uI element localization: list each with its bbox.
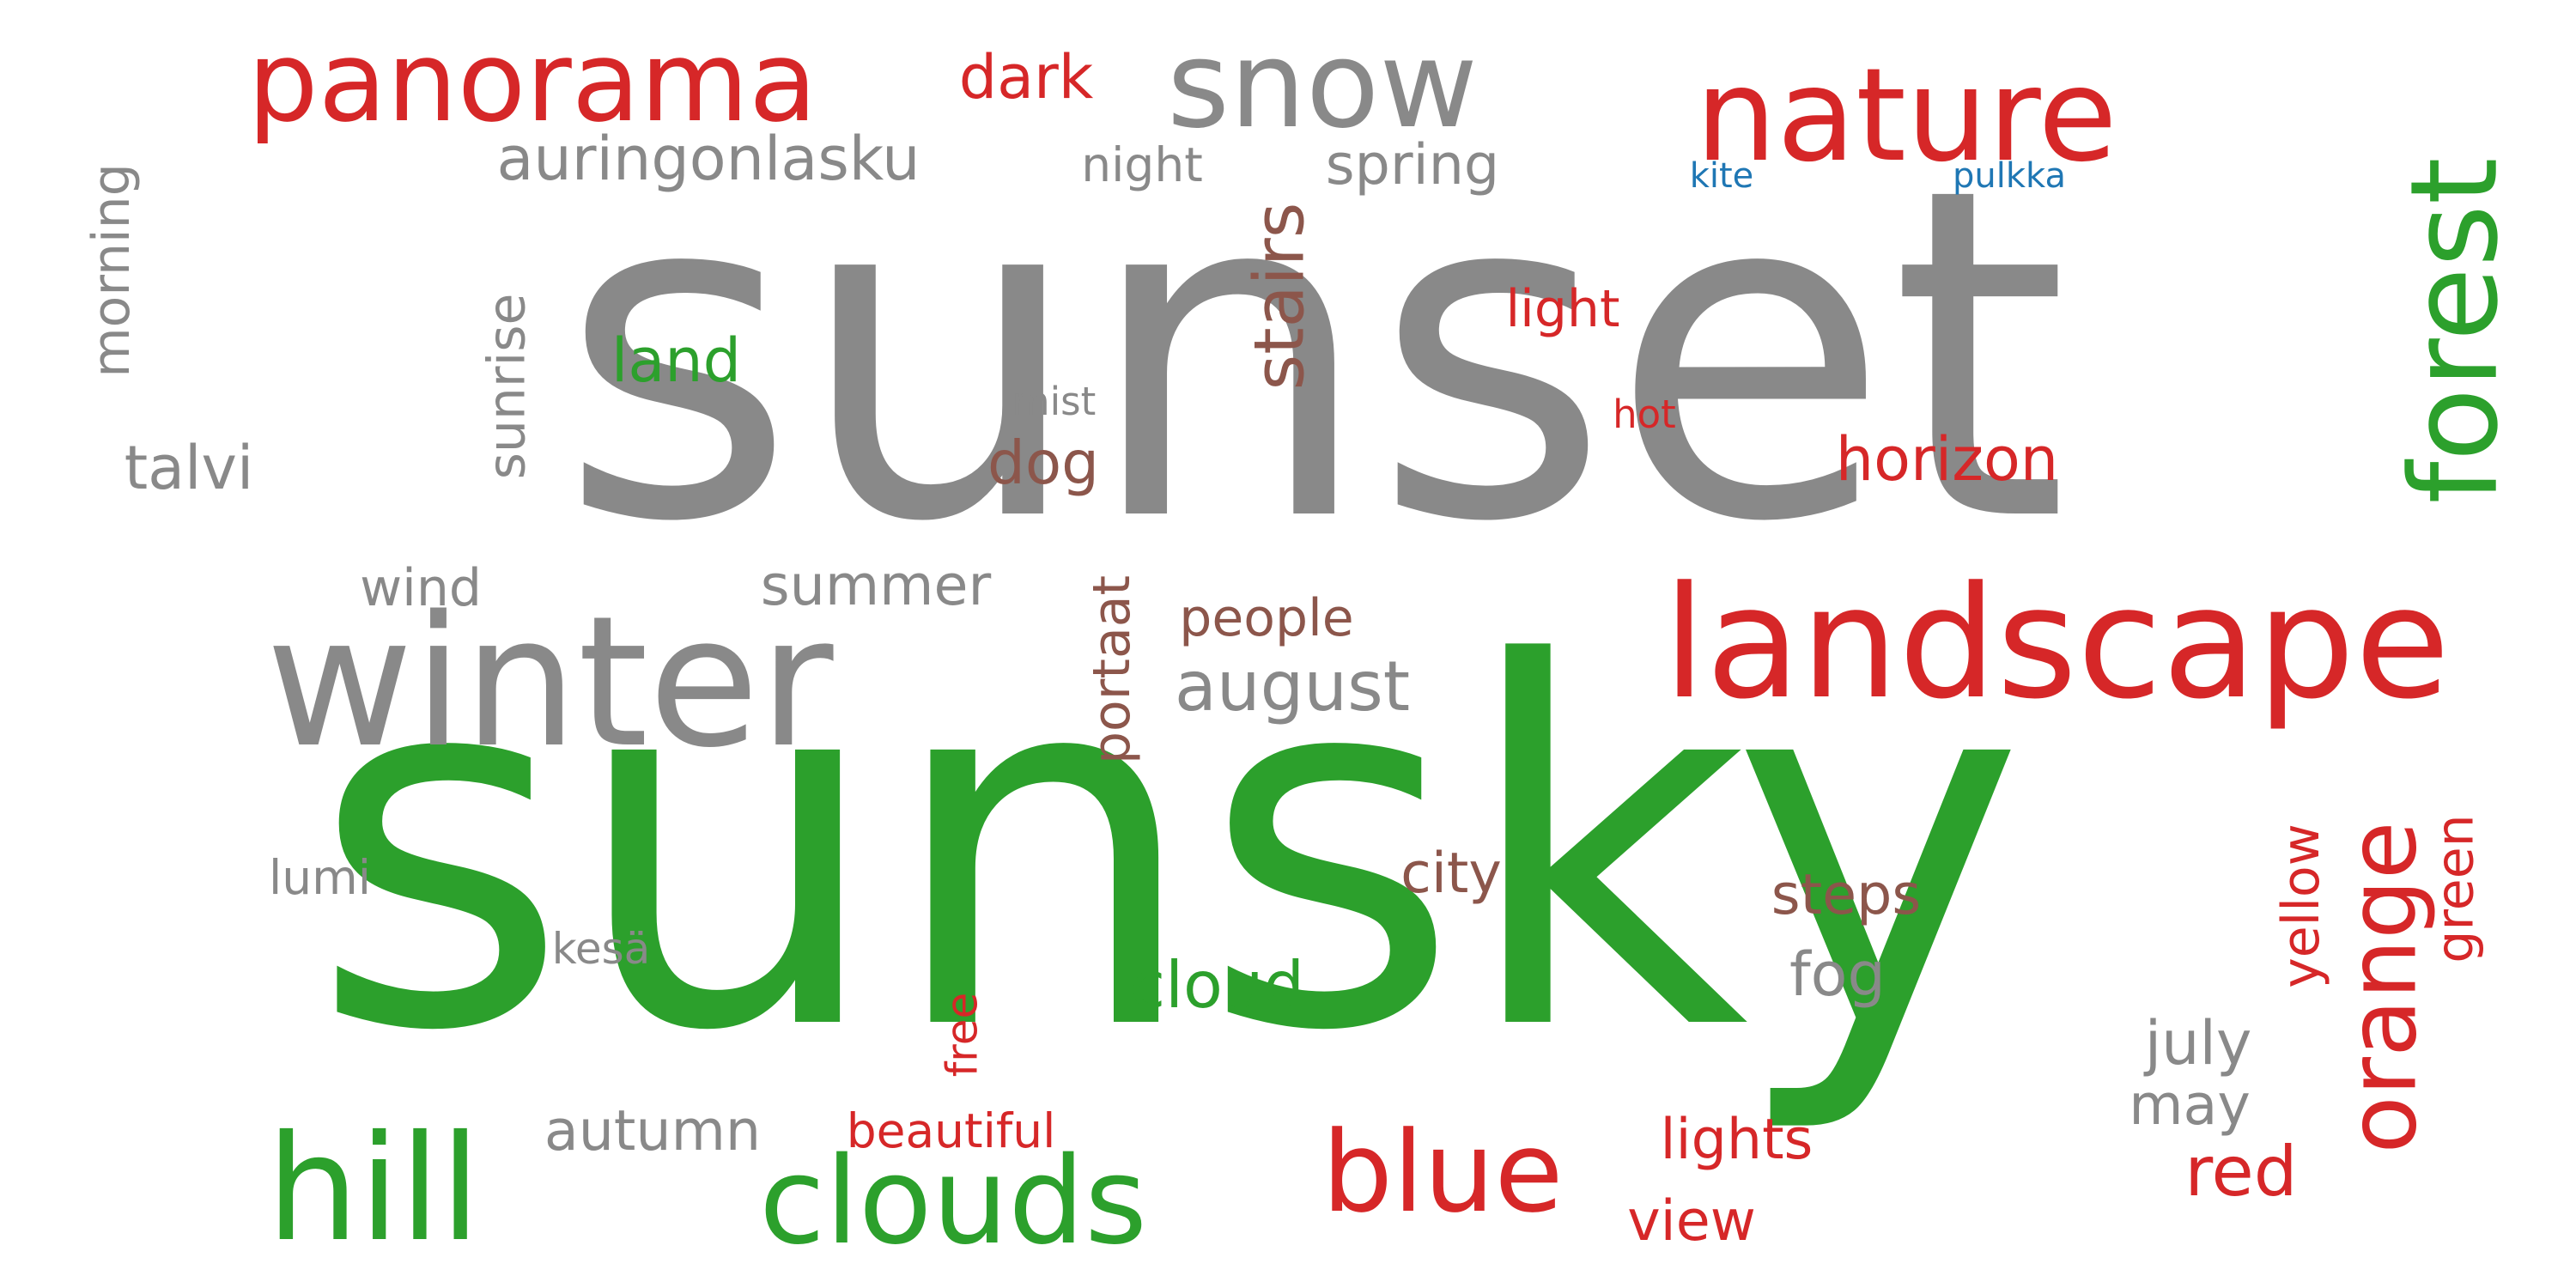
word-kesa: kesä (551, 924, 651, 974)
word-sunrise: sunrise (477, 293, 538, 480)
word-light: light (1505, 279, 1620, 339)
word-auringonlasku: auringonlasku (496, 124, 920, 194)
word-morning: morning (81, 163, 142, 378)
word-lights: lights (1660, 1108, 1814, 1172)
word-land: land (611, 325, 742, 396)
word-may: may (2129, 1073, 2251, 1138)
word-beautiful: beautiful (846, 1103, 1056, 1158)
word-august: august (1174, 647, 1411, 726)
word-hot: hot (1613, 392, 1676, 437)
word-lumi: lumi (269, 850, 371, 905)
word-panorama: panorama (247, 16, 817, 147)
word-stairs: stairs (1239, 202, 1320, 391)
word-forest: forest (2385, 157, 2525, 504)
word-pulkka: pulkka (1953, 156, 2066, 196)
word-winter: winter (265, 577, 834, 787)
word-summer: summer (760, 554, 992, 618)
word-autumn: autumn (544, 1099, 762, 1163)
word-spring: spring (1325, 133, 1500, 197)
word-dark: dark (958, 42, 1094, 112)
word-free: free (936, 992, 987, 1078)
word-july: july (2144, 1008, 2252, 1078)
word-night: night (1081, 137, 1203, 192)
word-yellow: yellow (2270, 823, 2331, 988)
word-green: green (2426, 814, 2487, 963)
word-people: people (1179, 588, 1354, 648)
word-orange: orange (2327, 821, 2438, 1154)
word-steps: steps (1771, 863, 1922, 927)
word-dog: dog (987, 428, 1099, 498)
word-blue: blue (1321, 1107, 1564, 1237)
word-view: view (1627, 1189, 1756, 1254)
word-cloud: cloud (1129, 947, 1304, 1023)
word-sunset: sunset (559, 91, 2069, 621)
word-clouds: clouds (759, 1132, 1148, 1272)
word-snow: snow (1167, 15, 1478, 155)
word-portaat: portaat (1082, 574, 1143, 765)
word-red: red (2184, 1132, 2298, 1212)
word-wind: wind (360, 558, 482, 618)
word-landscape: landscape (1662, 554, 2451, 733)
word-talvi: talvi (124, 433, 254, 503)
word-mist: mist (1012, 379, 1097, 424)
word-city: city (1400, 841, 1502, 906)
word-horizon: horizon (1835, 424, 2059, 495)
word-kite: kite (1689, 156, 1754, 196)
word-sunsky: sunsky (310, 560, 2026, 1139)
word-fog: fog (1789, 939, 1886, 1010)
word-nature: nature (1695, 41, 2117, 191)
word-hill: hill (266, 1104, 481, 1274)
